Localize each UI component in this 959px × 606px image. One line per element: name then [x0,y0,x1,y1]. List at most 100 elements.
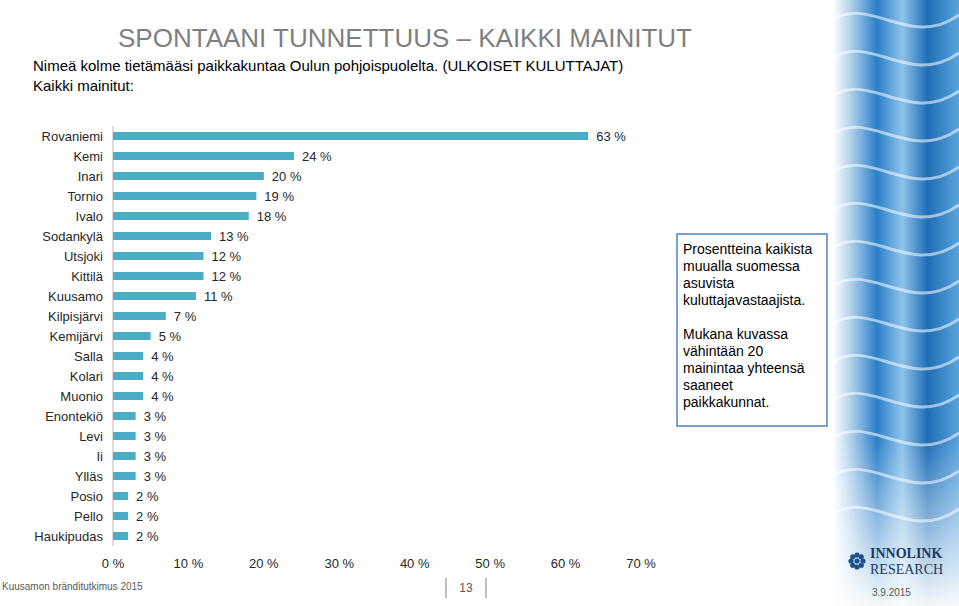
category-label: Inari [78,169,103,184]
category-label: Enontekiö [45,409,103,424]
info-text: kuluttajavastaajista. [683,292,805,308]
data-label: 3 % [144,449,167,464]
x-tick-label: 10 % [174,556,204,571]
category-label: Utsjoki [64,249,103,264]
x-tick-label: 50 % [475,556,505,571]
info-text: muualla suomessa [683,258,800,274]
x-tick-label: 20 % [249,556,279,571]
bar [113,192,256,200]
bar [113,412,136,420]
info-text: saaneet [683,377,733,393]
logo-text: RESEARCH [870,562,943,577]
decor-wave [833,89,959,103]
data-label: 11 % [204,289,233,304]
data-label: 12 % [212,269,242,284]
decor-wave [833,51,959,65]
info-text: asuvista [683,275,735,291]
x-tick-label: 60 % [551,556,581,571]
bar [113,492,128,500]
x-tick-label: 40 % [400,556,430,571]
data-label: 20 % [272,169,302,184]
info-text: paikkakunnat. [683,394,769,410]
decor-wave [833,279,959,293]
decor-wave [833,165,959,179]
data-label: 2 % [136,489,159,504]
data-label: 7 % [174,309,197,324]
decor-fade [833,440,959,606]
bar [113,292,196,300]
decor-wave [833,13,959,27]
category-label: Levi [79,429,103,444]
bar [113,232,211,240]
category-label: Kemijärvi [50,329,104,344]
info-text: mainintaa yhteensä [683,360,805,376]
x-tick-label: 30 % [324,556,354,571]
bar [113,252,204,260]
category-label: Kilpisjärvi [48,309,103,324]
subtitle: Nimeä kolme tietämääsi paikkakuntaa Oulu… [33,57,623,74]
decor-wave [833,241,959,255]
decor-wave [833,317,959,331]
category-label: Salla [74,349,104,364]
decor-wave [833,203,959,217]
bar [113,332,151,340]
bar [113,392,143,400]
bar [113,432,136,440]
category-label: Muonio [60,389,103,404]
decor-strip [833,0,959,606]
category-label: Pello [74,509,103,524]
category-label: Kemi [73,149,103,164]
slide: SPONTAANI TUNNETTUUS – KAIKKI MAINITUT Ni… [0,0,959,606]
info-text: Mukana kuvassa [683,326,788,342]
subtitle-2: Kaikki mainitut: [33,77,134,94]
data-label: 2 % [136,509,159,524]
data-label: 24 % [302,149,332,164]
category-label: Tornio [68,189,103,204]
logo: INNOLINKRESEARCH [848,546,943,577]
info-text: Prosentteina kaikista [683,241,812,257]
data-label: 19 % [264,189,294,204]
bar [113,172,264,180]
category-label: Kolari [70,369,103,384]
category-label: Sodankylä [42,229,103,244]
page-number: 13 [459,581,473,595]
bar [113,312,166,320]
x-tick-label: 70 % [626,556,656,571]
data-label: 5 % [159,329,182,344]
category-label: Posio [70,489,103,504]
bar [113,352,143,360]
data-label: 3 % [144,429,167,444]
bar [113,212,249,220]
logo-text: INNOLINK [870,546,942,561]
data-label: 2 % [136,529,159,544]
category-label: Kuusamo [48,289,103,304]
footer-date: 3.9.2015 [872,587,911,598]
title: SPONTAANI TUNNETTUUS – KAIKKI MAINITUT [118,23,692,53]
decor-wave [833,127,959,141]
logo-dot [859,554,864,559]
data-label: 3 % [144,469,167,484]
category-label: Kittilä [71,269,104,284]
decor-wave [833,393,959,407]
category-label: Ylläs [75,469,104,484]
bar [113,152,294,160]
x-tick-label: 0 % [102,556,125,571]
bar [113,512,128,520]
page-divider [486,578,487,598]
data-label: 63 % [596,129,626,144]
bar [113,532,128,540]
data-label: 13 % [219,229,249,244]
bar [113,272,204,280]
logo-dot [854,558,859,563]
page-divider [446,578,447,598]
info-text: vähintään 20 [683,343,763,359]
category-label: Ivalo [76,209,103,224]
info-box [677,234,827,426]
bar [113,372,143,380]
bars [113,132,588,540]
data-label: 18 % [257,209,287,224]
data-label: 3 % [144,409,167,424]
bar [113,132,588,140]
category-label: Haukipudas [34,529,103,544]
data-label: 4 % [151,369,174,384]
